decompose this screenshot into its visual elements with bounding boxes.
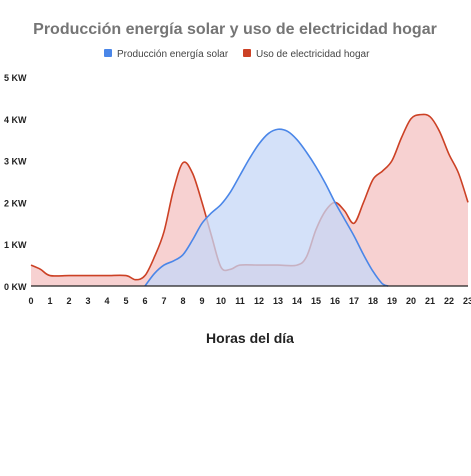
x-tick-label: 23: [463, 296, 471, 306]
x-tick-label: 17: [349, 296, 359, 306]
x-tick-label: 0: [28, 296, 33, 306]
legend: Producción energía solar Uso de electrici…: [104, 49, 370, 60]
x-tick-label: 11: [235, 296, 245, 306]
y-tick-label: 4 KW: [4, 115, 27, 125]
series-area: [31, 114, 468, 286]
x-axis: 0 1 2 3 4 5 6 7 8 9 10 11 12 13 14 15 16 17 18 19 20 21 22 23: [28, 285, 471, 306]
x-tick-label: 12: [254, 296, 264, 306]
legend-swatch: [104, 49, 112, 57]
x-tick-label: 19: [387, 296, 397, 306]
x-tick-label: 9: [199, 296, 204, 306]
x-tick-label: 13: [273, 296, 283, 306]
series-line: [144, 128, 389, 287]
plot-series: [30, 113, 469, 287]
y-tick-label: 5 KW: [4, 73, 27, 83]
y-tick-label: 1 KW: [4, 240, 27, 250]
legend-swatch: [243, 49, 251, 57]
x-tick-label: 21: [425, 296, 435, 306]
x-tick-label: 7: [161, 296, 166, 306]
x-tick-label: 4: [104, 296, 109, 306]
y-tick-label: 0 KW: [4, 282, 27, 292]
x-tick-label: 6: [142, 296, 147, 306]
x-tick-label: 2: [66, 296, 71, 306]
x-tick-label: 8: [180, 296, 185, 306]
x-tick-label: 20: [406, 296, 416, 306]
x-tick-label: 3: [85, 296, 90, 306]
y-tick-label: 3 KW: [4, 157, 27, 167]
x-tick-label: 16: [330, 296, 340, 306]
x-tick-label: 5: [123, 296, 128, 306]
chart-title: Producción energía solar y uso de electr…: [33, 21, 437, 38]
x-tick-label: 18: [368, 296, 378, 306]
y-tick-label: 2 KW: [4, 198, 27, 208]
y-axis: 0 KW 1 KW 2 KW 3 KW 4 KW 5 KW: [4, 73, 27, 292]
legend-label: Uso de electricidad hogar: [256, 49, 370, 60]
x-axis-label: Horas del día: [206, 330, 294, 346]
x-tick-label: 1: [47, 296, 52, 306]
x-tick-label: 22: [444, 296, 454, 306]
series-area: [145, 129, 389, 286]
x-tick-label: 15: [311, 296, 321, 306]
legend-label: Producción energía solar: [117, 49, 229, 60]
x-tick-label: 14: [292, 296, 302, 306]
x-tick-label: 10: [216, 296, 226, 306]
